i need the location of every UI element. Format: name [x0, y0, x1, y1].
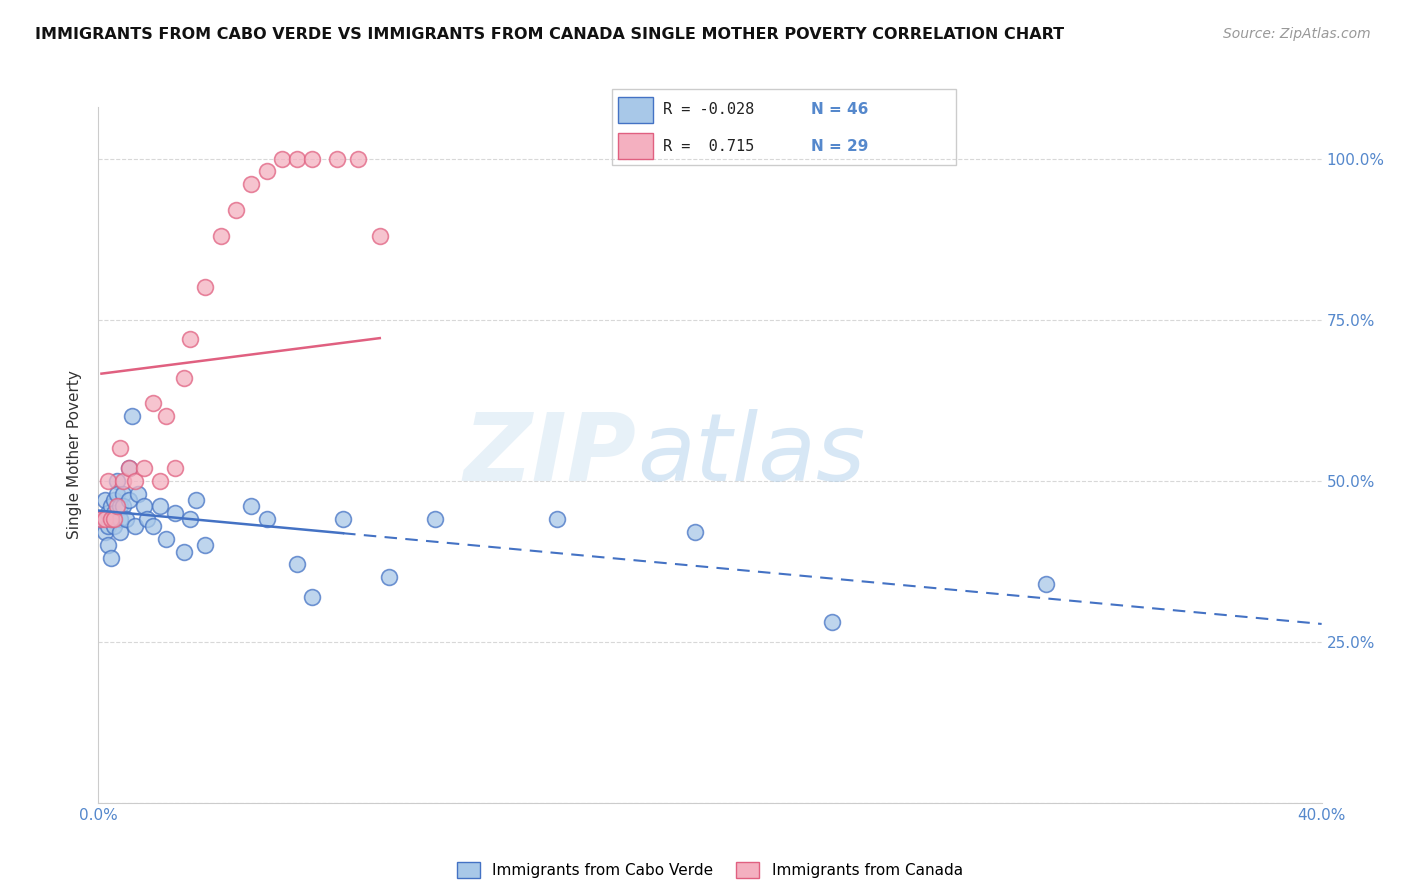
Point: [90, 512, 112, 526]
Point: [90, 512, 112, 526]
Point: [285, 558, 308, 572]
Point: [332, 512, 354, 526]
Point: [163, 506, 186, 520]
Point: [194, 538, 217, 552]
Text: Source: ZipAtlas.com: Source: ZipAtlas.com: [1223, 27, 1371, 41]
Point: [173, 370, 195, 384]
Point: [149, 474, 172, 488]
Point: [270, 152, 292, 166]
Point: [118, 460, 141, 475]
Point: [240, 500, 263, 514]
Text: IMMIGRANTS FROM CABO VERDE VS IMMIGRANTS FROM CANADA SINGLE MOTHER POVERTY CORRE: IMMIGRANTS FROM CABO VERDE VS IMMIGRANTS…: [35, 27, 1064, 42]
Point: [142, 518, 165, 533]
Point: [103, 512, 125, 526]
Point: [225, 203, 247, 218]
Point: [134, 500, 156, 514]
Text: N = 46: N = 46: [811, 103, 869, 117]
Point: [194, 280, 217, 294]
Point: [97, 474, 120, 488]
Point: [173, 544, 195, 558]
Point: [105, 486, 128, 500]
Point: [103, 518, 125, 533]
Point: [256, 164, 278, 178]
Point: [100, 551, 122, 566]
Point: [1035, 576, 1057, 591]
Point: [111, 474, 134, 488]
Text: N = 29: N = 29: [811, 138, 869, 153]
Point: [124, 474, 146, 488]
Point: [108, 442, 131, 456]
Point: [93, 525, 115, 540]
Point: [368, 228, 391, 243]
Point: [97, 518, 120, 533]
Point: [100, 500, 122, 514]
Point: [149, 500, 172, 514]
Point: [108, 512, 131, 526]
Point: [93, 512, 115, 526]
Point: [155, 409, 177, 424]
Text: R = -0.028: R = -0.028: [664, 103, 755, 117]
Point: [124, 518, 146, 533]
Point: [347, 152, 370, 166]
Point: [179, 512, 201, 526]
Point: [93, 493, 115, 508]
Point: [301, 590, 323, 604]
Point: [301, 152, 323, 166]
Point: [111, 500, 134, 514]
Point: [105, 474, 128, 488]
Point: [115, 512, 138, 526]
Point: [105, 500, 128, 514]
Text: R =  0.715: R = 0.715: [664, 138, 755, 153]
Point: [100, 512, 122, 526]
Point: [155, 532, 177, 546]
Point: [118, 493, 141, 508]
Point: [108, 525, 131, 540]
Point: [240, 178, 263, 192]
Point: [118, 460, 141, 475]
Point: [179, 332, 201, 346]
FancyBboxPatch shape: [619, 97, 652, 122]
Point: [97, 506, 120, 520]
Point: [142, 396, 165, 410]
Point: [108, 500, 131, 514]
Point: [209, 228, 232, 243]
Point: [103, 493, 125, 508]
Point: [186, 493, 208, 508]
Point: [127, 486, 149, 500]
Point: [121, 409, 143, 424]
FancyBboxPatch shape: [619, 133, 652, 159]
Y-axis label: Single Mother Poverty: Single Mother Poverty: [67, 370, 83, 540]
Point: [163, 460, 186, 475]
Text: ZIP: ZIP: [464, 409, 637, 501]
Point: [683, 525, 706, 540]
Point: [423, 512, 446, 526]
Point: [97, 538, 120, 552]
Text: atlas: atlas: [637, 409, 865, 500]
Point: [103, 506, 125, 520]
Point: [134, 460, 156, 475]
Point: [285, 152, 308, 166]
Point: [378, 570, 401, 584]
Point: [326, 152, 349, 166]
Point: [100, 512, 122, 526]
Point: [546, 512, 568, 526]
Point: [111, 486, 134, 500]
Legend: Immigrants from Cabo Verde, Immigrants from Canada: Immigrants from Cabo Verde, Immigrants f…: [450, 855, 970, 886]
Point: [821, 615, 844, 630]
Point: [256, 512, 278, 526]
Point: [136, 512, 159, 526]
